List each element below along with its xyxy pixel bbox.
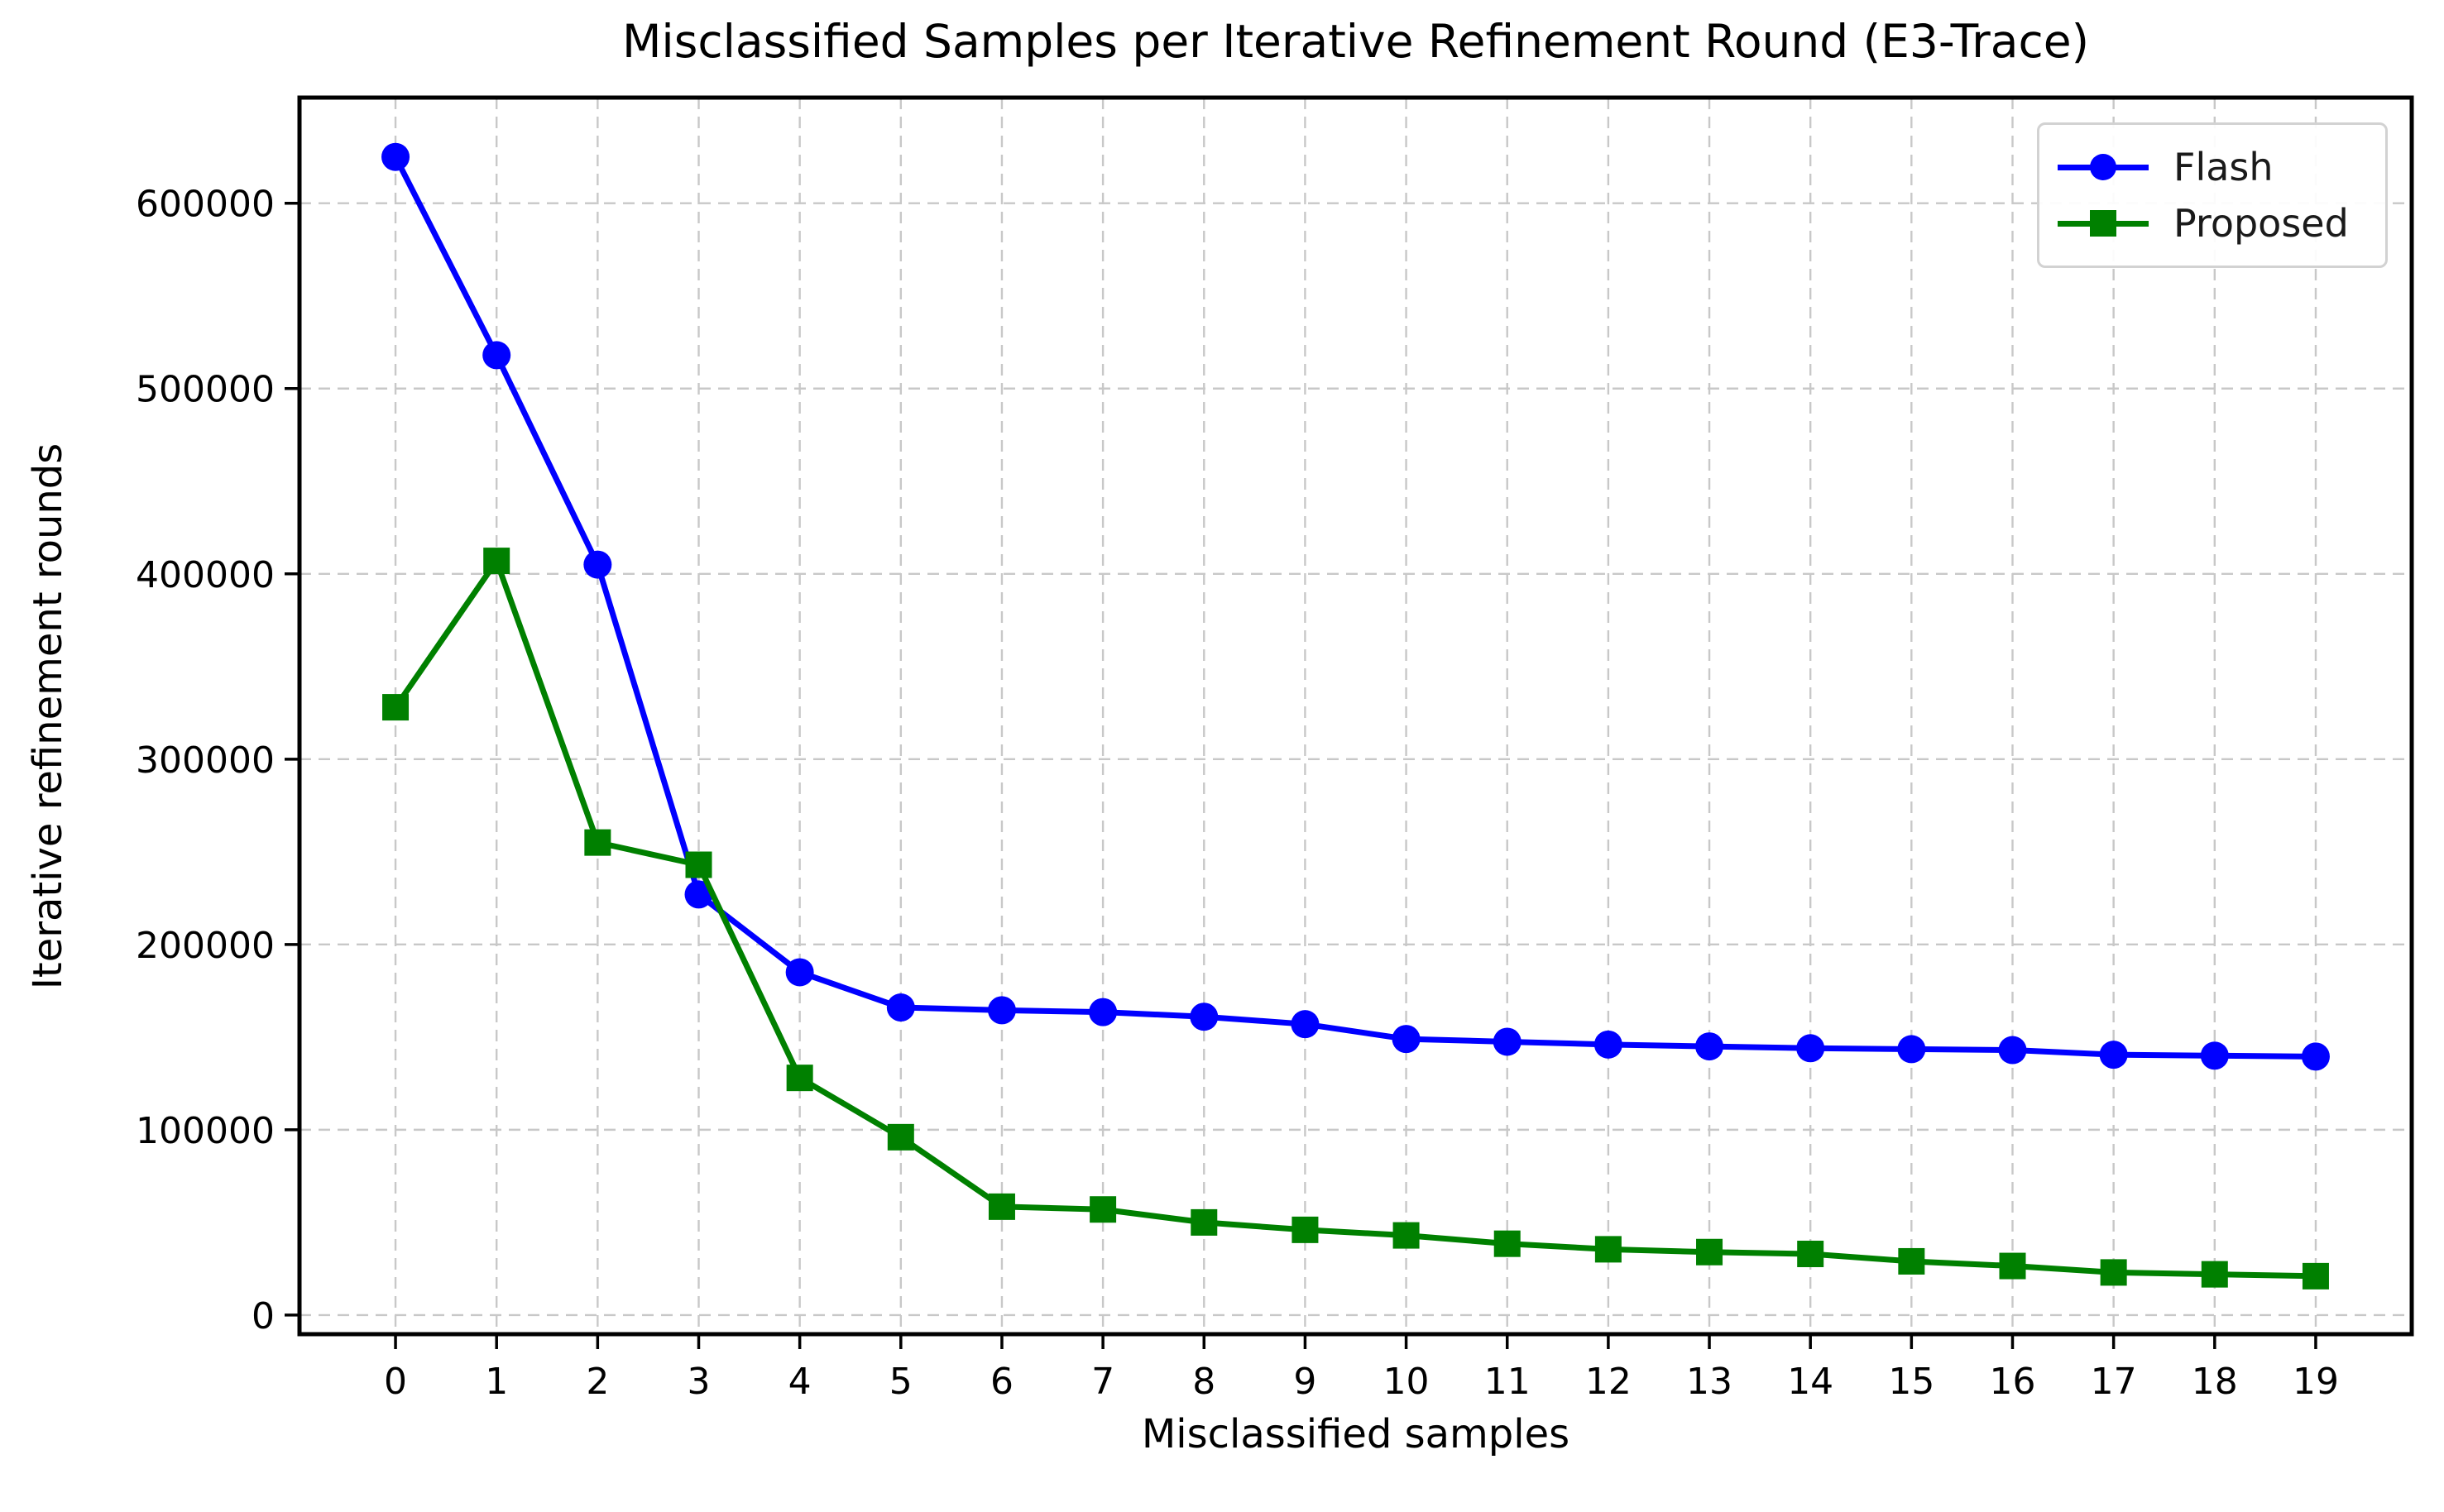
- y-tick-label: 100000: [136, 1110, 275, 1152]
- data-point-circle: [1291, 1010, 1320, 1039]
- x-tick-label: 12: [1585, 1361, 1632, 1403]
- data-point-square: [1898, 1247, 1925, 1275]
- data-point-circle: [583, 550, 612, 579]
- circle-marker-icon: [2090, 154, 2116, 180]
- data-point-square: [1594, 1236, 1622, 1263]
- data-point-circle: [482, 341, 511, 370]
- data-point-circle: [1190, 1002, 1219, 1031]
- proposed-line-square-marker-icon: [2058, 208, 2149, 239]
- x-tick-label: 10: [1383, 1361, 1430, 1403]
- x-tick-label: 8: [1192, 1361, 1215, 1403]
- data-point-circle: [785, 958, 814, 987]
- data-point-square: [2302, 1262, 2329, 1290]
- data-point-circle: [1392, 1025, 1421, 1054]
- x-tick-label: 4: [788, 1361, 812, 1403]
- data-point-circle: [381, 142, 410, 171]
- data-point-square: [887, 1123, 914, 1151]
- data-point-square: [1493, 1230, 1521, 1257]
- data-point-square: [382, 694, 410, 721]
- data-point-circle: [1089, 998, 1118, 1026]
- y-tick-label: 600000: [136, 184, 275, 226]
- ticks: [285, 201, 2317, 1349]
- x-tick-label: 16: [1989, 1361, 2035, 1403]
- data-point-circle: [987, 996, 1016, 1025]
- data-point-circle: [684, 880, 713, 909]
- y-axis-label: Iterative refinement rounds: [25, 443, 71, 990]
- legend: Flash Proposed: [2037, 122, 2388, 268]
- chart-title: Misclassified Samples per Iterative Refi…: [621, 15, 2090, 68]
- data-point-circle: [1796, 1034, 1825, 1063]
- data-point-circle: [2099, 1041, 2128, 1069]
- x-tick-label: 7: [1091, 1361, 1114, 1403]
- x-tick-label: 13: [1686, 1361, 1732, 1403]
- x-tick-label: 14: [1787, 1361, 1833, 1403]
- y-tick-label: 500000: [136, 369, 275, 411]
- flash-line-circle-marker-icon: [2058, 151, 2149, 183]
- x-tick-label: 6: [990, 1361, 1014, 1403]
- legend-label-proposed: Proposed: [2173, 201, 2349, 246]
- data-point-square: [1392, 1222, 1420, 1249]
- legend-item-flash: Flash: [2058, 148, 2367, 186]
- data-point-square: [786, 1065, 813, 1092]
- data-point-circle: [1998, 1036, 2027, 1065]
- data-point-circle: [1493, 1027, 1522, 1056]
- x-tick-label: 1: [485, 1361, 508, 1403]
- data-point-square: [1797, 1240, 1824, 1267]
- data-point-square: [584, 829, 611, 856]
- data-point-square: [1696, 1238, 1723, 1266]
- data-point-square: [1090, 1196, 1117, 1223]
- y-tick-label: 200000: [136, 925, 275, 967]
- data-point-square: [1291, 1216, 1319, 1243]
- data-point-square: [1191, 1208, 1218, 1236]
- data-point-square: [685, 851, 712, 878]
- y-tick-label: 0: [252, 1295, 275, 1337]
- axes-spines: [297, 95, 2414, 1337]
- tick-labels: 0 1 2 3 4 5 6 7 8 9 10 11 12 13 14 15 16 17 18 190100000200…: [136, 184, 2339, 1403]
- data-point-square: [483, 548, 510, 575]
- x-tick-label: 19: [2293, 1361, 2339, 1403]
- data-point-circle: [886, 993, 915, 1022]
- grid: [300, 98, 2412, 1334]
- x-tick-label: 3: [688, 1361, 711, 1403]
- x-tick-label: 9: [1293, 1361, 1316, 1403]
- data-point-circle: [1593, 1030, 1622, 1059]
- data-point-circle: [2200, 1041, 2229, 1070]
- data-point-square: [2100, 1259, 2127, 1286]
- y-tick-label: 400000: [136, 554, 275, 596]
- series-proposed: [382, 548, 2329, 1290]
- x-tick-label: 0: [384, 1361, 407, 1403]
- data-point-square: [2201, 1261, 2228, 1288]
- x-axis-label: Misclassified samples: [1141, 1411, 1570, 1457]
- x-tick-label: 11: [1484, 1361, 1531, 1403]
- series-flash: [381, 142, 2330, 1071]
- data-point-circle: [2301, 1042, 2330, 1071]
- square-marker-icon: [2090, 210, 2116, 237]
- y-tick-label: 300000: [136, 739, 275, 782]
- data-point-circle: [1695, 1032, 1724, 1061]
- x-tick-label: 17: [2091, 1361, 2137, 1403]
- legend-label-flash: Flash: [2173, 145, 2274, 189]
- legend-item-proposed: Proposed: [2058, 204, 2367, 242]
- data-point-square: [988, 1193, 1015, 1220]
- x-tick-label: 18: [2192, 1361, 2238, 1403]
- x-tick-label: 15: [1888, 1361, 1934, 1403]
- data-point-square: [1999, 1252, 2026, 1280]
- x-tick-label: 2: [586, 1361, 609, 1403]
- x-tick-label: 5: [889, 1361, 913, 1403]
- data-point-circle: [1897, 1035, 1926, 1064]
